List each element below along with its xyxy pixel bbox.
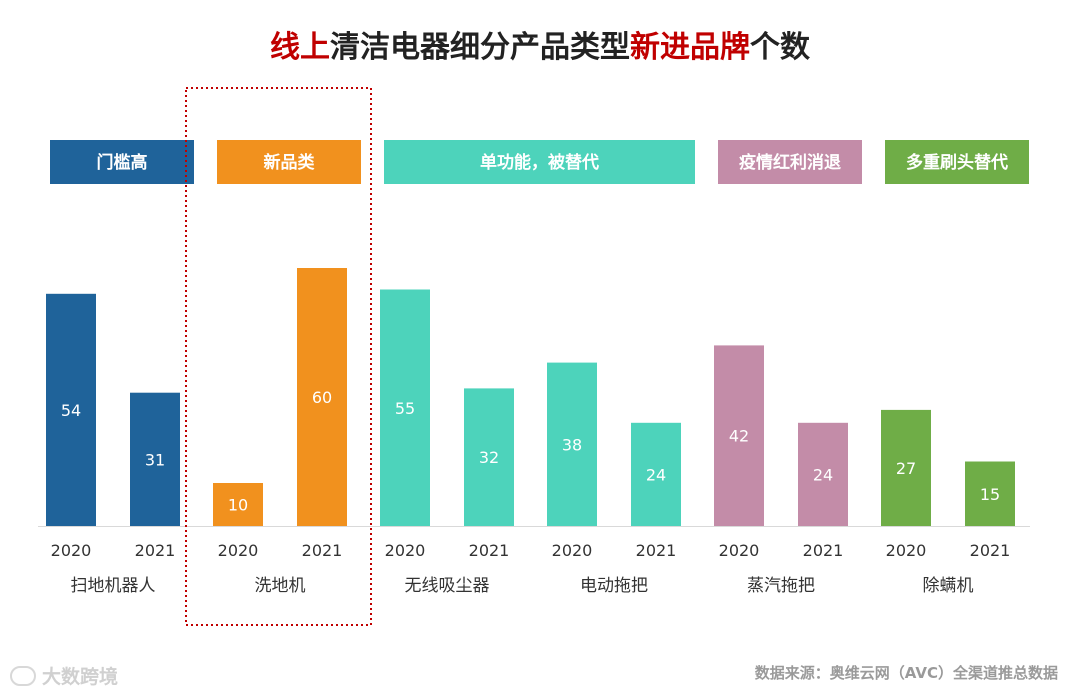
x-tick-1-2021: 2021: [302, 541, 343, 560]
data-label-0-2021: 31: [145, 450, 165, 469]
annotation-box-1: [217, 140, 361, 184]
category-label-1: 洗地机: [255, 576, 306, 596]
x-tick-0-2021: 2021: [135, 541, 176, 560]
logo-icon: [10, 665, 36, 686]
data-label-2-2020: 55: [395, 399, 415, 418]
annotation-box-3: [718, 140, 862, 184]
annotation-label-1: 新品类: [264, 152, 316, 173]
data-label-5-2020: 27: [896, 459, 916, 478]
watermark-text: 大数跨境: [42, 666, 119, 688]
category-label-0: 扫地机器人: [71, 576, 156, 596]
data-label-3-2020: 38: [562, 435, 582, 454]
title-part-4: 个数: [750, 30, 810, 65]
bar-1-2021: [297, 268, 347, 526]
bar-3-2020: [547, 362, 597, 526]
bar-1-2020: [213, 483, 263, 526]
category-label-4: 蒸汽拖把: [747, 576, 815, 596]
title-part-3: 新进品牌: [630, 30, 750, 65]
category-label-2: 无线吸尘器: [405, 576, 490, 596]
x-tick-3-2021: 2021: [636, 541, 677, 560]
bar-4-2021: [798, 422, 848, 526]
source-note: 数据来源：奥维云网（AVC）全渠道推总数据: [754, 664, 1058, 682]
annotation-label-0: 门槛高: [97, 152, 148, 173]
title-part-2: 清洁电器细分产品类型: [330, 30, 630, 65]
bar-5-2020: [881, 409, 931, 526]
data-label-4-2020: 42: [729, 427, 749, 446]
x-tick-4-2021: 2021: [803, 541, 844, 560]
category-label-3: 电动拖把: [580, 576, 648, 596]
bar-0-2020: [46, 293, 96, 526]
annotation-label-4: 多重刷头替代: [906, 152, 1008, 173]
annotation-box-2: [384, 140, 695, 184]
x-tick-5-2021: 2021: [970, 541, 1011, 560]
data-label-0-2020: 54: [61, 401, 81, 420]
data-label-3-2021: 24: [646, 465, 666, 484]
data-label-1-2021: 60: [312, 388, 332, 407]
x-tick-4-2020: 2020: [719, 541, 760, 560]
x-tick-2-2020: 2020: [385, 541, 426, 560]
data-label-4-2021: 24: [813, 465, 833, 484]
title-part-1: 线上: [270, 30, 330, 65]
category-label-5: 除螨机: [923, 576, 974, 596]
annotation-label-3: 疫情红利消退: [739, 152, 841, 173]
x-tick-0-2020: 2020: [51, 541, 92, 560]
bar-2-2021: [464, 388, 514, 526]
bar-4-2020: [714, 345, 764, 526]
watermark: 大数跨境: [10, 662, 118, 689]
data-label-2-2021: 32: [479, 448, 499, 467]
x-tick-5-2020: 2020: [886, 541, 927, 560]
annotation-label-2: 单功能，被替代: [480, 152, 599, 173]
highlight-frame: [185, 87, 372, 626]
bar-2-2020: [380, 289, 430, 526]
x-tick-3-2020: 2020: [552, 541, 593, 560]
bar-0-2021: [130, 392, 180, 526]
bar-3-2021: [631, 422, 681, 526]
x-tick-1-2020: 2020: [218, 541, 259, 560]
data-label-1-2020: 10: [228, 496, 248, 515]
x-tick-2-2021: 2021: [469, 541, 510, 560]
data-label-5-2021: 15: [980, 485, 1000, 504]
annotation-box-0: [50, 140, 194, 184]
bar-5-2021: [965, 461, 1015, 526]
annotation-box-4: [885, 140, 1029, 184]
chart-title: 线上清洁电器细分产品类型新进品牌个数: [0, 22, 1080, 66]
